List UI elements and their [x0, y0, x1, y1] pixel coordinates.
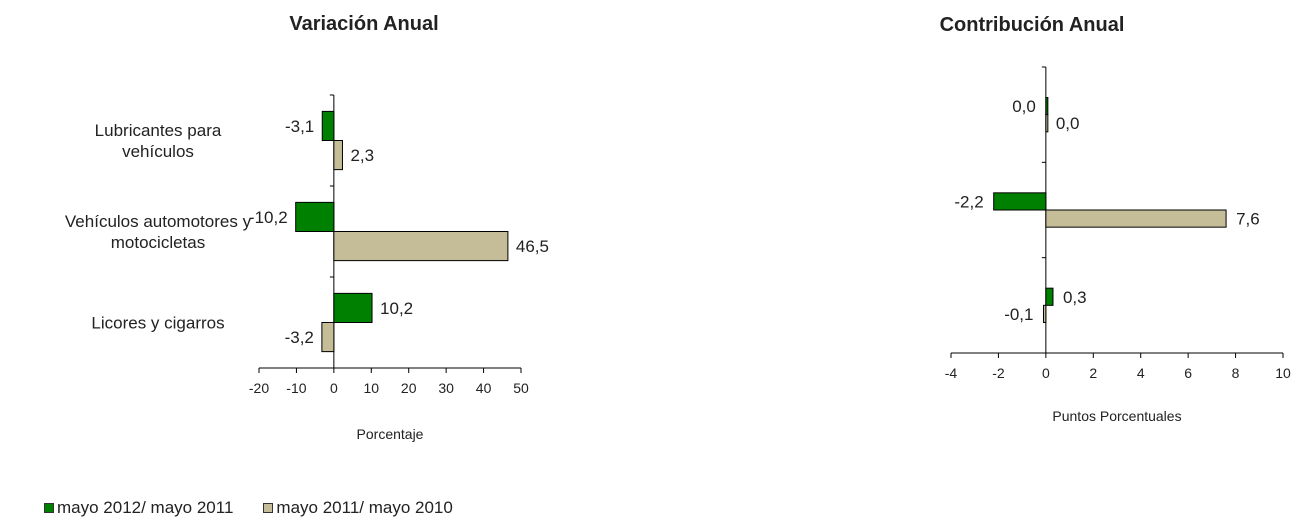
c1-x-tick-label: 4 [1137, 365, 1145, 381]
legend: mayo 2012/ mayo 2011 mayo 2011/ mayo 201… [44, 498, 483, 518]
c0-x-tick-label: 20 [401, 380, 417, 396]
c1-data-label-s2-cat3: -0,1 [1004, 305, 1033, 324]
left-plot-area: -20 -10 0 10 20 30 40 50 -3,1 2,3 -10,2 46,5 10,2 -3,… [65, 94, 549, 396]
c1-x-tick-label: -4 [945, 365, 958, 381]
legend-swatch-series-2 [263, 503, 274, 513]
c1-bar-s1-cat2 [993, 192, 1047, 211]
c1-bar-s1-cat1 [1045, 97, 1049, 116]
c0-x-tick-label: 30 [438, 380, 454, 396]
c0-category-label-3: Licores y cigarros [91, 314, 224, 333]
c1-x-tick-label: 6 [1184, 365, 1192, 381]
c1-x-tick-label: 8 [1232, 365, 1240, 381]
c0-bar-s2-cat1 [333, 140, 343, 171]
c0-data-label-s2-cat3: -3,2 [285, 328, 314, 347]
c0-x-tick-label: -20 [249, 380, 269, 396]
right-x-axis-title: Puntos Porcentuales [1052, 408, 1181, 424]
c0-x-tick-label: 10 [363, 380, 379, 396]
c1-x-tick-label: 10 [1275, 365, 1291, 381]
c1-bar-s2-cat2 [1045, 209, 1227, 228]
left-x-axis-title: Porcentaje [357, 426, 424, 442]
c0-category-label-1: vehículos [122, 142, 194, 161]
right-chart-title: Contribución Anual [940, 14, 1125, 36]
contribucion-anual-chart: Contribución Anual Puntos Porcentuales -… [940, 14, 1291, 424]
c0-data-label-s2-cat1: 2,3 [350, 146, 374, 165]
c0-x-tick-label: 40 [476, 380, 492, 396]
c1-x-tick-label: 0 [1042, 365, 1050, 381]
c1-data-label-s2-cat2: 7,6 [1236, 210, 1260, 229]
c0-bar-s1-cat1 [321, 110, 335, 141]
c1-data-label-s1-cat1: 0,0 [1012, 97, 1036, 116]
c0-bar-s1-cat2 [295, 201, 335, 233]
c1-x-tick-label: -2 [992, 365, 1005, 381]
c0-x-tick-label: 0 [330, 380, 338, 396]
left-chart-title: Variación Anual [289, 13, 438, 35]
c1-data-label-s1-cat2: -2,2 [954, 192, 983, 211]
legend-item-series-2: mayo 2011/ mayo 2010 [263, 498, 453, 518]
legend-label-series-2: mayo 2011/ mayo 2010 [276, 498, 453, 517]
c1-x-tick-label: 2 [1089, 365, 1097, 381]
c0-data-label-s2-cat2: 46,5 [516, 237, 549, 256]
c0-x-tick-label: 50 [513, 380, 529, 396]
c1-bar-s2-cat1 [1045, 114, 1049, 133]
c0-data-label-s1-cat3: 10,2 [380, 299, 413, 318]
c0-category-label-2: motocicletas [111, 233, 205, 252]
c0-category-label-2: Vehículos automotores y [65, 212, 252, 231]
c0-bar-s2-cat2 [333, 231, 509, 262]
c1-bar-s2-cat3 [1042, 304, 1047, 323]
c1-bar-s1-cat3 [1045, 287, 1054, 306]
c0-x-tick-label: -10 [286, 380, 306, 396]
variacion-anual-chart: Variación Anual Porcentaje -20 -10 0 10 20 30… [65, 13, 549, 442]
c0-data-label-s1-cat2: -10,2 [249, 208, 288, 227]
c0-data-label-s1-cat1: -3,1 [285, 117, 314, 136]
c0-bar-s1-cat3 [333, 292, 373, 324]
c1-data-label-s1-cat3: 0,3 [1063, 288, 1087, 307]
c0-bar-s2-cat3 [321, 322, 335, 353]
legend-swatch-series-1 [44, 503, 54, 513]
right-plot-area: -4 -2 0 2 4 6 8 10 0,0 0,0 -2,2 7,6 0,3 -0,1 [945, 66, 1291, 381]
legend-label-series-1: mayo 2012/ mayo 2011 [57, 498, 234, 517]
c1-data-label-s2-cat1: 0,0 [1056, 114, 1080, 133]
legend-item-series-1: mayo 2012/ mayo 2011 [44, 498, 233, 518]
c0-category-label-1: Lubricantes para [95, 121, 222, 140]
